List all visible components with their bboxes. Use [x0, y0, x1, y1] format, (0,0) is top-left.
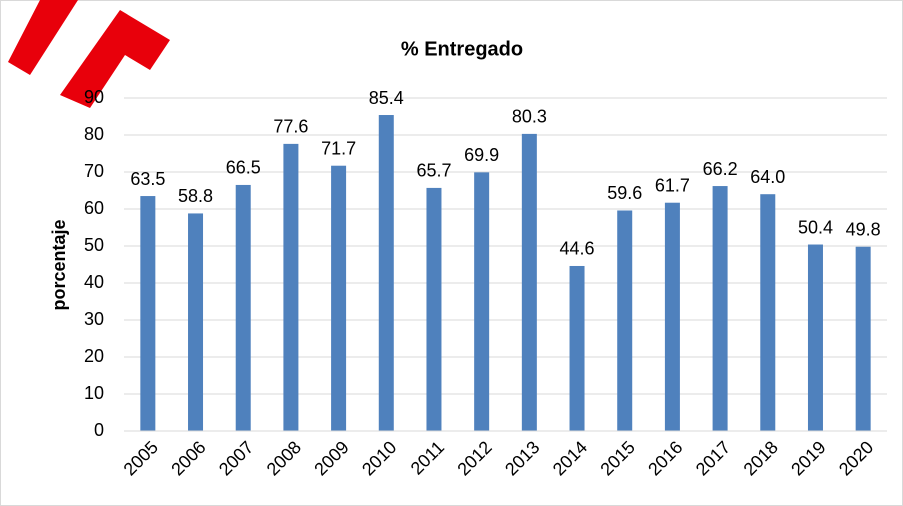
value-label: 59.6 [607, 183, 642, 203]
value-label: 85.4 [369, 88, 404, 108]
y-tick-label: 10 [84, 383, 104, 403]
chart-title: % Entregado [401, 38, 523, 60]
value-label: 50.4 [798, 217, 833, 237]
value-label: 66.2 [703, 159, 738, 179]
y-tick-label: 90 [84, 87, 104, 107]
y-tick-label: 60 [84, 198, 104, 218]
bar [378, 115, 394, 432]
bar [807, 244, 823, 431]
y-tick-label: 50 [84, 235, 104, 255]
bar [474, 172, 490, 431]
bar [855, 246, 871, 431]
value-label: 69.9 [464, 145, 499, 165]
value-label: 66.5 [226, 158, 261, 178]
value-label: 80.3 [512, 107, 547, 127]
bar [617, 210, 633, 431]
y-axis-label: porcentaje [49, 219, 69, 310]
value-label: 71.7 [321, 138, 356, 158]
y-tick-label: 0 [94, 420, 104, 440]
y-tick-label: 40 [84, 272, 104, 292]
watermark [8, 0, 170, 108]
bar [283, 143, 299, 431]
value-label: 49.8 [846, 219, 881, 239]
bar [569, 265, 585, 431]
value-label: 44.6 [560, 239, 595, 259]
bar [140, 196, 156, 431]
value-label: 63.5 [130, 169, 165, 189]
y-tick-label: 30 [84, 309, 104, 329]
value-label: 77.6 [273, 117, 308, 137]
bar [521, 133, 537, 431]
value-label: 61.7 [655, 175, 690, 195]
y-tick-label: 70 [84, 161, 104, 181]
value-label: 64.0 [750, 167, 785, 187]
bar [664, 202, 680, 431]
bar [760, 194, 776, 431]
bar [331, 165, 347, 431]
bar [712, 186, 728, 431]
value-label: 58.8 [178, 186, 213, 206]
y-tick-label: 80 [84, 124, 104, 144]
bar [188, 213, 204, 431]
bar [426, 187, 442, 431]
bar [235, 184, 251, 431]
y-tick-label: 20 [84, 346, 104, 366]
value-label: 65.7 [416, 161, 451, 181]
